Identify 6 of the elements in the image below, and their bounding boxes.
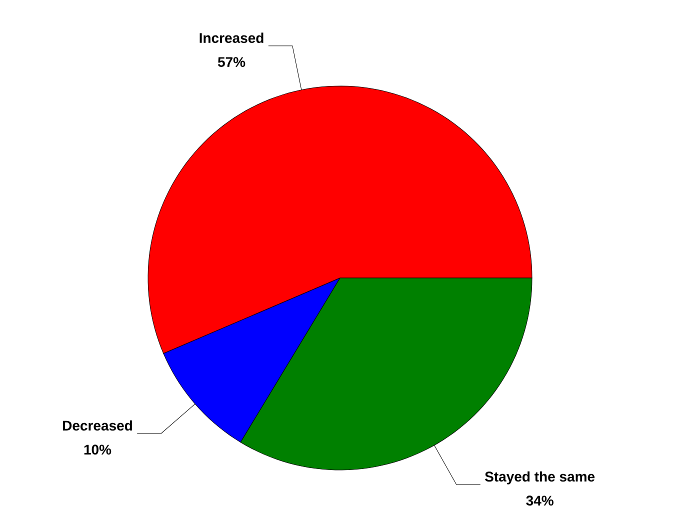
data-label: 57% <box>218 57 246 67</box>
slice-label: Increased <box>200 32 264 43</box>
data-label: 10% <box>84 444 112 455</box>
slice-label: Decreased <box>63 420 132 431</box>
data-label: 34% <box>526 496 554 506</box>
slice-label: Stayed the same <box>484 471 595 484</box>
